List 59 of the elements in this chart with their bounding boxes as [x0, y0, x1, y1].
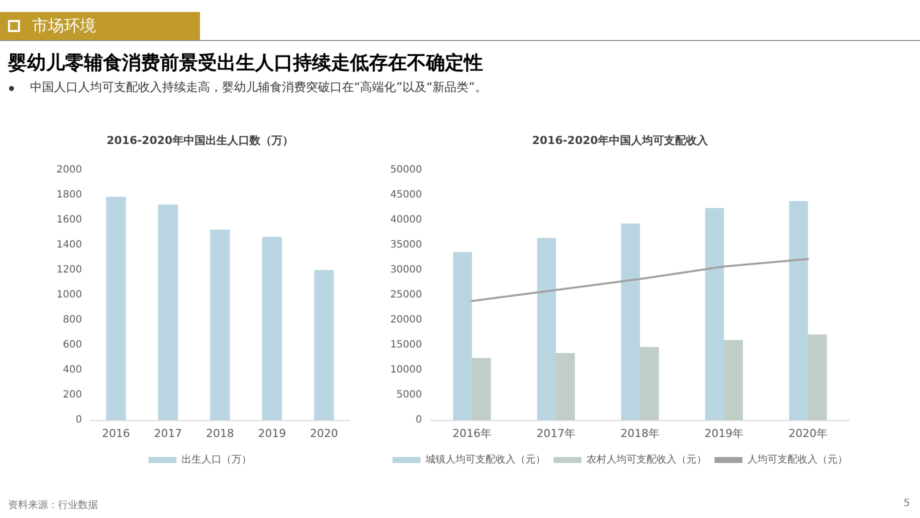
x-tick-label: 2019: [258, 427, 286, 440]
bar: [158, 204, 178, 420]
y-tick-label: 25000: [390, 290, 422, 300]
y-tick-label: 0: [76, 414, 82, 426]
bar: [808, 334, 827, 420]
y-tick-label: 15000: [390, 340, 422, 350]
legend-label: 城镇人均可支配收入（元）: [424, 454, 546, 466]
legend-label: 人均可支配收入（元）: [748, 454, 848, 466]
text: 5: [904, 498, 910, 509]
y-tick-label: 1000: [56, 290, 82, 300]
y-tick-label: 20000: [390, 314, 422, 326]
legend-label: 出生人口（万）: [182, 454, 252, 466]
y-tick-label: 400: [62, 364, 82, 376]
y-tick-label: 200: [62, 390, 82, 400]
y-tick-label: 800: [62, 314, 82, 326]
y-tick-label: 10000: [390, 364, 422, 376]
bar: [537, 238, 556, 420]
x-tick-label: 2019年: [704, 427, 744, 440]
x-tick-label: 2020: [310, 427, 338, 440]
y-tick-label: 600: [62, 340, 82, 350]
y-tick-label: 0: [416, 414, 422, 426]
chart-title: 2016-2020年中国人均可支配收入: [532, 134, 709, 147]
bar: [262, 236, 282, 420]
x-tick-label: 2017年: [536, 427, 576, 440]
x-tick-label: 2018年: [620, 427, 660, 440]
y-tick-label: 1800: [56, 190, 82, 200]
x-tick-label: 2020年: [788, 427, 828, 440]
y-tick-label: 1200: [56, 264, 82, 276]
bar: [472, 358, 491, 420]
x-tick-label: 2016年: [452, 427, 492, 440]
y-tick-label: 50000: [390, 164, 422, 176]
y-tick-label: 1600: [56, 214, 82, 226]
y-tick-label: 30000: [390, 264, 422, 276]
bar: [621, 224, 640, 420]
text: 市场环境: [32, 16, 96, 37]
y-tick-label: 5000: [396, 390, 422, 400]
bar: [453, 252, 472, 420]
bar: [106, 196, 126, 420]
text: 婴幼儿零辅食消费前景受出生人口持续走低存在不确定性: [8, 51, 483, 76]
chart-title: 2016-2020年中国出生人口数（万）: [106, 134, 294, 147]
x-tick-label: 2016: [102, 427, 130, 440]
y-tick-label: 35000: [390, 240, 422, 250]
bar: [640, 347, 659, 420]
text: 资料来源：行业数据: [8, 498, 98, 512]
y-tick-label: 40000: [390, 214, 422, 226]
legend-label: 农村人均可支配收入（元）: [586, 454, 706, 466]
line-series: [471, 258, 809, 302]
bar: [314, 270, 334, 420]
bar: [789, 201, 808, 420]
bar: [705, 208, 724, 420]
text: 中国人口人均可支配收入持续走高，婴幼儿辅食消费突破口在“高端化”以及“新品类”。: [30, 79, 487, 96]
bar: [556, 353, 575, 420]
y-tick-label: 1400: [56, 240, 82, 250]
x-tick-label: 2018: [206, 427, 234, 440]
bar: [724, 340, 743, 420]
y-tick-label: 2000: [56, 164, 82, 176]
y-tick-label: 45000: [390, 190, 422, 200]
bar: [210, 230, 230, 420]
x-tick-label: 2017: [154, 427, 182, 440]
